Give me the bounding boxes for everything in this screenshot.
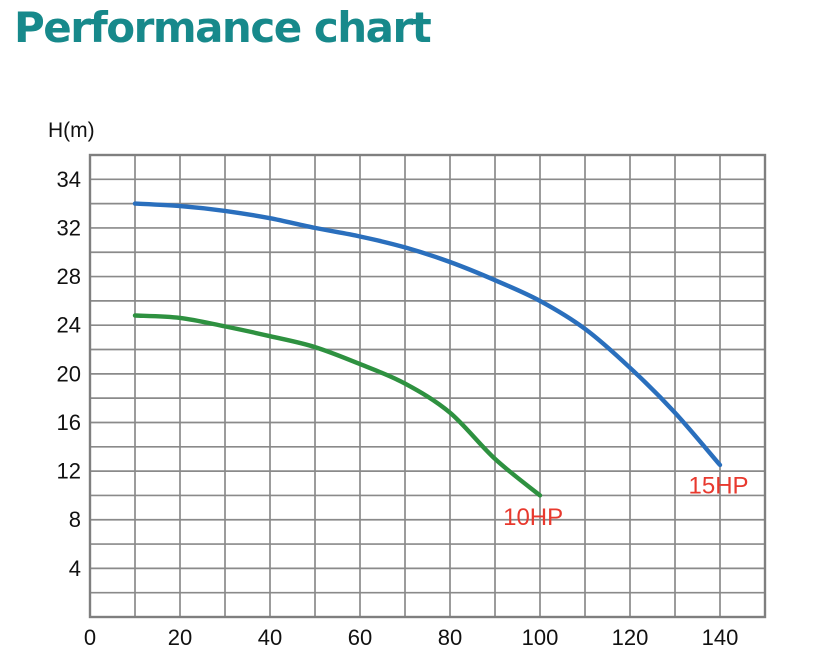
curve-path-10hp [132,313,543,498]
y-tick-label: 28 [57,264,81,289]
x-tick-label: 120 [612,625,649,650]
curve-10hp: 10HP [132,313,563,531]
y-tick-label: 4 [69,556,81,581]
page-title: Performance chart [14,3,432,52]
x-tick-label: 140 [702,625,739,650]
y-tick-label: 12 [57,459,81,484]
grid-layer [89,154,766,618]
y-axis-title: H(m) [48,119,95,142]
x-tick-label: 80 [438,625,462,650]
x-tick-label: 0 [84,625,96,650]
y-tick-label: 34 [57,167,81,192]
curve-label-10hp: 10HP [503,504,563,531]
y-tick-label: 24 [57,313,81,338]
plot-border [88,153,767,619]
x-tick-label: 20 [168,625,192,650]
x-tick-label: 60 [348,625,372,650]
curve-15hp: 15HP [132,201,749,500]
curve-path-15hp [132,201,723,468]
y-tick-label: 16 [57,410,81,435]
y-tick-label: 20 [57,361,81,386]
curve-label-15hp: 15HP [689,473,749,500]
y-tick-label: 32 [57,215,81,240]
x-tick-label: 100 [522,625,559,650]
x-tick-label: 40 [258,625,282,650]
y-tick-label: 8 [69,507,81,532]
